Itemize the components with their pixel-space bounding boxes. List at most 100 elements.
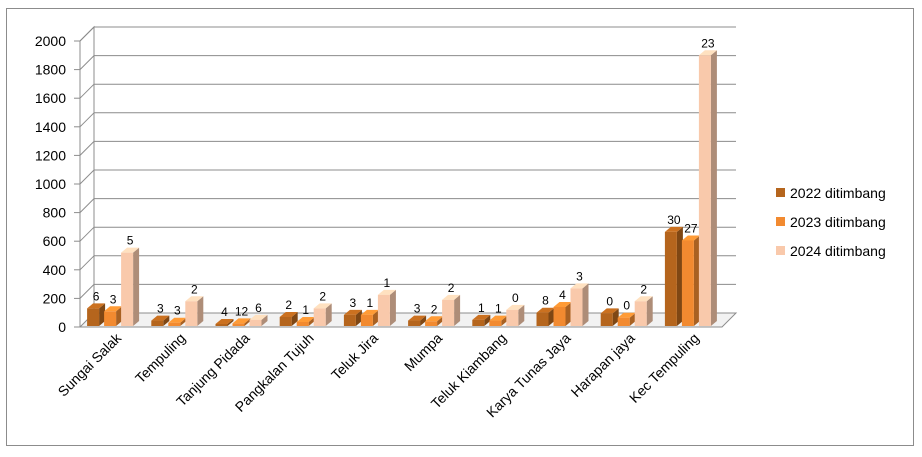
data-label: 1	[495, 302, 502, 316]
bar-front	[634, 301, 647, 326]
bar-top	[425, 316, 444, 322]
bar-side	[646, 296, 653, 326]
data-label: 3	[157, 302, 164, 316]
bar-side	[484, 314, 491, 326]
bar	[664, 226, 683, 326]
gridline-diagonal	[79, 284, 95, 299]
bar	[506, 304, 525, 326]
bar	[151, 315, 170, 326]
bar-side	[372, 309, 379, 326]
gridline-diagonal	[79, 198, 95, 213]
bar	[121, 247, 140, 326]
bar	[600, 308, 619, 326]
bar-front	[442, 299, 455, 326]
bar-side	[693, 235, 700, 326]
y-tick-label: 400	[43, 262, 67, 278]
data-label: 6	[255, 301, 262, 315]
data-label: 3	[174, 304, 181, 318]
bar-side	[261, 314, 268, 326]
data-label: 3	[110, 292, 117, 306]
bar	[343, 309, 362, 326]
data-label: 5	[127, 234, 134, 248]
bar	[377, 289, 396, 326]
bar-side	[420, 315, 427, 326]
bar-top	[313, 303, 332, 309]
bar-front	[617, 317, 630, 326]
bar-front	[681, 240, 694, 326]
gridline-diagonal	[79, 226, 95, 242]
bar-side	[548, 307, 555, 326]
bar	[313, 303, 332, 326]
bar-front	[600, 313, 613, 326]
bar-top	[377, 289, 396, 295]
bar-top	[215, 319, 234, 324]
bar-top	[343, 309, 362, 315]
data-label: 1	[302, 303, 309, 317]
data-label: 12	[235, 304, 249, 318]
bar-top	[168, 317, 187, 323]
bar-top	[232, 318, 251, 324]
chart-frame	[6, 8, 914, 446]
bar-top	[698, 50, 717, 56]
bar	[536, 307, 555, 326]
bar	[408, 315, 427, 326]
bar-side	[565, 301, 572, 326]
x-tick-label: Sungai Salak	[55, 329, 125, 399]
bar-front	[360, 314, 373, 326]
bar-front	[664, 231, 677, 326]
bar-top	[600, 308, 619, 314]
gridline-diagonal	[79, 55, 95, 70]
bar	[87, 303, 106, 326]
y-tick-label: 1200	[35, 147, 66, 163]
bar-top	[408, 315, 427, 321]
bar-front	[279, 316, 292, 326]
legend-swatch	[776, 217, 785, 226]
data-label: 2	[319, 289, 326, 303]
bar-top	[681, 235, 700, 241]
bar-side	[325, 303, 332, 326]
data-label: 2	[431, 302, 438, 316]
bar	[681, 235, 700, 326]
bar-side	[99, 303, 106, 326]
y-tick-label: 1600	[35, 90, 66, 106]
bar	[360, 309, 379, 326]
legend-swatch	[776, 246, 785, 255]
bar-top	[570, 283, 589, 289]
bar-front	[489, 320, 502, 326]
data-label: 23	[701, 36, 715, 50]
x-tick-label: Mumpa	[401, 330, 445, 374]
data-label: 3	[350, 296, 357, 310]
legend-label: 2023 ditimbang	[790, 214, 886, 230]
bar-front	[536, 312, 549, 326]
legend: 2022 ditimbang 2023 ditimbang 2024 ditimba…	[776, 185, 886, 259]
bar-front	[408, 320, 421, 326]
bar-side	[163, 315, 170, 326]
bar-front	[151, 320, 164, 326]
bar-side	[582, 283, 589, 326]
bar-side	[308, 316, 315, 326]
bar-side	[227, 319, 234, 326]
bar	[296, 316, 315, 326]
data-label: 1	[367, 296, 374, 310]
data-label: 6	[93, 289, 100, 303]
bar-top	[634, 296, 653, 302]
bar-side	[612, 308, 619, 326]
y-tick-label: 0	[58, 319, 66, 335]
bar-top	[296, 316, 315, 322]
y-tick-label: 1000	[35, 176, 66, 192]
gridline-diagonal	[79, 169, 95, 185]
y-tick-label: 200	[43, 290, 67, 306]
bar	[215, 319, 234, 326]
bar-front	[425, 321, 438, 326]
bar-top	[185, 296, 204, 302]
bar	[104, 306, 123, 326]
bar-top	[279, 311, 298, 317]
bar-side	[180, 317, 187, 326]
data-label: 0	[512, 291, 519, 305]
data-label: 2	[191, 282, 198, 296]
bar	[698, 50, 717, 327]
bar-front	[343, 314, 356, 326]
bar-top	[151, 315, 170, 321]
